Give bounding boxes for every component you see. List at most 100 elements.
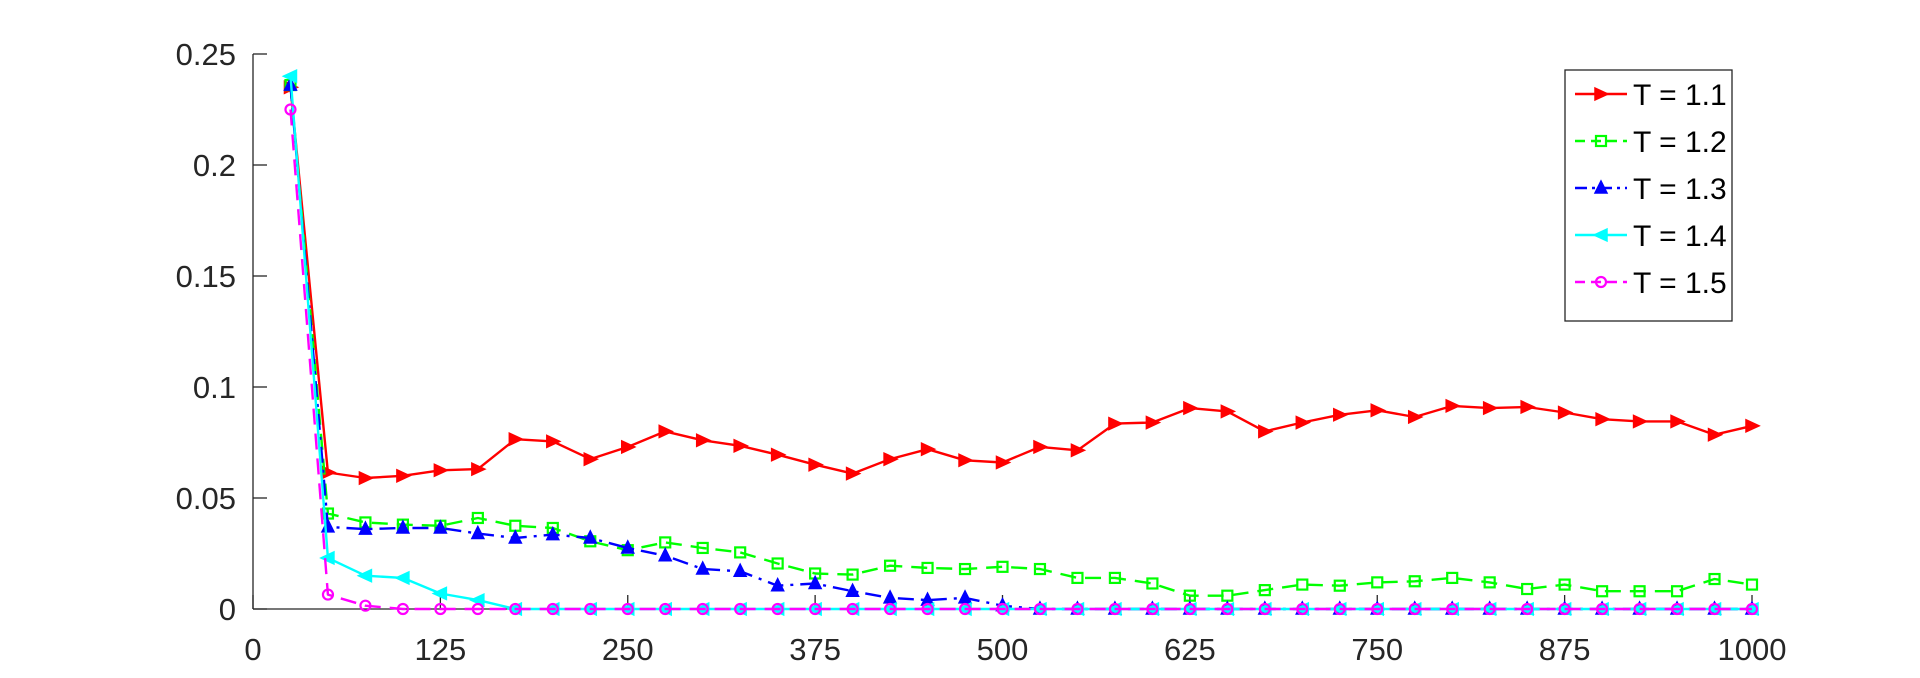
data-point <box>958 602 972 616</box>
data-point <box>1557 405 1574 420</box>
data-point <box>958 453 974 468</box>
data-point <box>957 589 973 604</box>
legend-marker <box>1594 86 1610 102</box>
data-point <box>696 541 709 555</box>
series-2 <box>284 78 1759 602</box>
data-point <box>1108 416 1124 431</box>
data-point <box>546 602 559 616</box>
data-point <box>394 570 410 586</box>
y-tick-label: 0.1 <box>193 370 236 405</box>
data-point <box>1033 602 1047 616</box>
data-point <box>659 602 672 616</box>
legend-item[interactable]: T = 1.4 <box>1575 220 1727 253</box>
data-point <box>284 103 297 116</box>
data-point <box>958 562 972 576</box>
data-point <box>434 602 447 616</box>
data-point <box>1145 415 1162 430</box>
data-point <box>1408 602 1421 616</box>
data-point <box>508 529 523 544</box>
data-point <box>733 438 749 454</box>
data-point <box>1708 602 1721 616</box>
data-point <box>1296 578 1309 591</box>
data-point <box>621 602 634 616</box>
legend-item[interactable]: T = 1.1 <box>1575 79 1727 112</box>
data-point <box>809 602 822 616</box>
data-point <box>771 602 784 616</box>
x-tick-label: 375 <box>789 632 841 667</box>
data-point <box>695 433 712 448</box>
legend-item[interactable]: T = 1.2 <box>1575 126 1727 159</box>
legend-marker <box>1594 134 1608 148</box>
data-point <box>770 577 785 592</box>
data-point <box>1221 602 1234 616</box>
data-point <box>1521 602 1534 616</box>
data-point <box>396 468 412 483</box>
data-point <box>1595 602 1609 616</box>
data-point <box>1220 404 1237 419</box>
y-tick-label: 0.2 <box>193 148 236 183</box>
data-point <box>920 441 937 457</box>
legend[interactable]: T = 1.1 T = 1.2 T = 1.3 T = 1.4 T = 1.5 <box>1564 69 1733 322</box>
data-point <box>1221 589 1234 602</box>
data-point <box>471 511 484 525</box>
data-point <box>356 568 373 583</box>
data-point <box>508 431 525 447</box>
x-tick-label: 1000 <box>1718 632 1787 667</box>
data-point <box>1333 407 1349 422</box>
legend-label: T = 1.5 <box>1633 267 1727 300</box>
data-point <box>1446 602 1459 616</box>
data-point <box>1258 602 1271 616</box>
data-point <box>1371 576 1384 589</box>
data-point <box>883 602 897 616</box>
data-point <box>1670 414 1686 429</box>
data-point <box>1183 400 1199 416</box>
series-layer <box>281 69 1761 617</box>
data-point <box>770 447 787 462</box>
data-point <box>1445 398 1461 414</box>
data-point <box>658 547 673 562</box>
data-point <box>1296 602 1309 616</box>
series-line <box>289 87 1753 480</box>
series-1 <box>283 80 1761 486</box>
data-point <box>1632 414 1649 429</box>
data-point <box>696 602 709 616</box>
axes: 0 125 250 375 500 625 750 875 1000 0 0.05 0.1 0.15 0.… <box>176 37 1787 667</box>
data-point <box>396 602 409 616</box>
data-point <box>1558 578 1571 591</box>
data-point <box>1333 579 1346 592</box>
x-tick-label: 750 <box>1351 632 1403 667</box>
data-point <box>320 518 336 533</box>
data-point <box>1521 582 1534 596</box>
data-point <box>1071 602 1084 616</box>
data-point <box>471 602 484 616</box>
data-point <box>1558 602 1571 616</box>
data-point <box>1370 403 1387 418</box>
x-tick-label: 625 <box>1164 632 1216 667</box>
data-point <box>1745 418 1761 434</box>
data-point <box>1033 562 1047 576</box>
data-point <box>1633 602 1646 616</box>
data-point <box>1371 602 1384 616</box>
legend-label: T = 1.4 <box>1633 220 1727 253</box>
data-point <box>471 461 487 477</box>
data-point <box>395 519 411 534</box>
legend-item[interactable]: T = 1.3 <box>1575 173 1727 206</box>
data-point <box>996 560 1009 573</box>
data-point <box>1033 439 1049 455</box>
data-point <box>1633 585 1646 598</box>
x-tick-label: 500 <box>977 632 1029 667</box>
data-point <box>1146 577 1159 590</box>
legend-marker <box>1593 179 1609 194</box>
legend-item[interactable]: T = 1.5 <box>1575 267 1727 300</box>
data-point <box>996 602 1009 616</box>
data-point <box>1745 602 1759 616</box>
series-line <box>289 84 1752 611</box>
data-point <box>658 424 675 439</box>
data-point <box>1483 602 1496 616</box>
x-tick-label: 0 <box>244 632 261 667</box>
data-point <box>921 561 934 575</box>
legend-label: T = 1.1 <box>1633 79 1727 112</box>
data-point <box>321 588 335 601</box>
data-point <box>1446 571 1459 585</box>
data-point <box>621 439 637 455</box>
